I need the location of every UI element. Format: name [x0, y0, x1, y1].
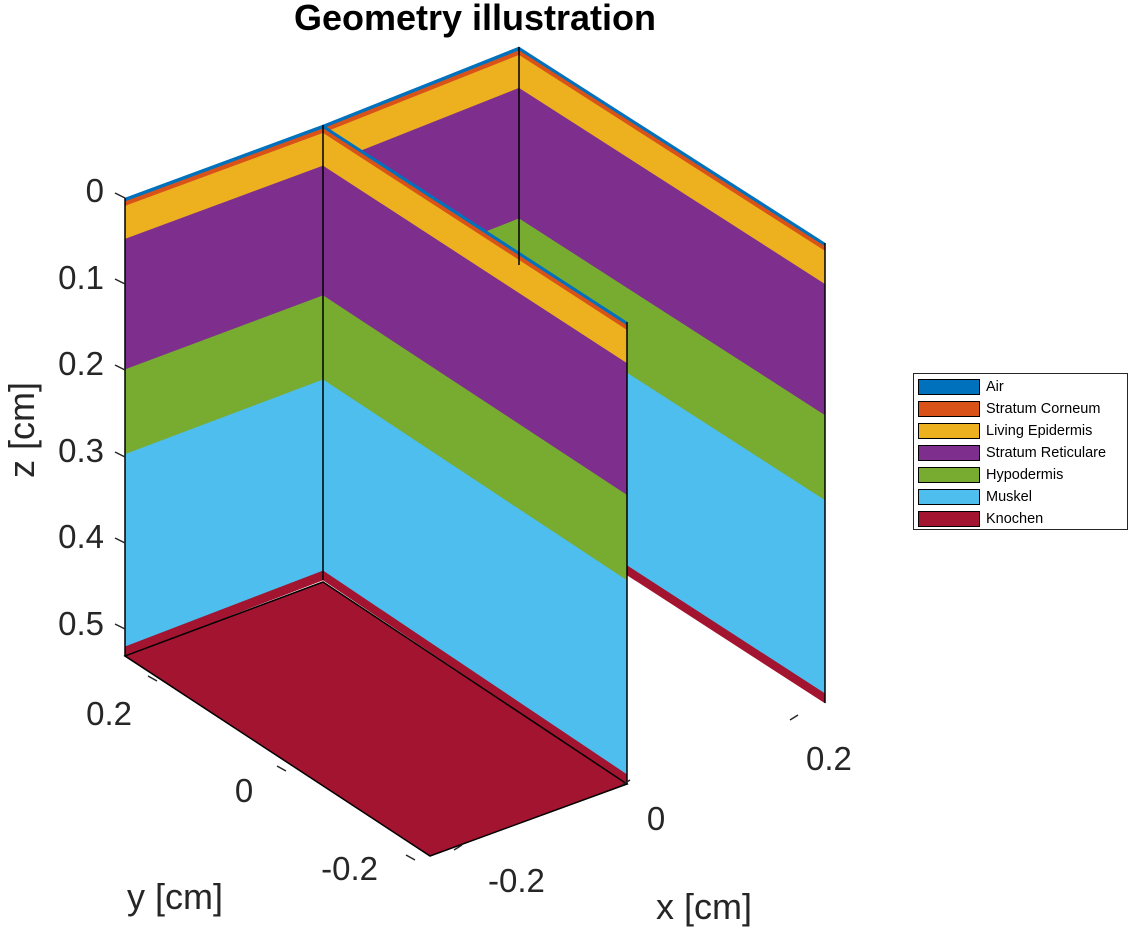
- legend-item-living-epidermis: Living Epidermis: [918, 420, 1127, 442]
- y-tick-label: 0.2: [86, 695, 132, 732]
- box-edges: [124, 47, 826, 784]
- z-tick-label: 0.4: [58, 518, 104, 555]
- z-tick-label: 0.3: [58, 432, 104, 469]
- legend-item-stratum-reticulare: Stratum Reticulare: [918, 442, 1127, 464]
- legend-swatch: [918, 511, 980, 527]
- legend-label: Stratum Reticulare: [986, 445, 1107, 461]
- legend-label: Knochen: [986, 511, 1044, 527]
- figure-title: Geometry illustration: [294, 0, 656, 38]
- legend-item-air: Air: [918, 376, 1127, 398]
- legend-swatch: [918, 423, 980, 439]
- z-axis-label: z [cm]: [1, 382, 42, 478]
- legend-item-hypodermis: Hypodermis: [918, 464, 1127, 486]
- x-axis-label: x [cm]: [656, 886, 752, 927]
- y-tick-label: 0: [235, 772, 253, 809]
- x-tick-label: 0.2: [806, 740, 852, 777]
- legend-swatch: [918, 445, 980, 461]
- layer-faces: [124, 46, 826, 785]
- y-tick-labels: 0.2 0 -0.2: [86, 695, 378, 887]
- legend-swatch: [918, 489, 980, 505]
- legend-swatch: [918, 401, 980, 417]
- legend-item-knochen: Knochen: [918, 508, 1127, 530]
- tick-marks: [114, 192, 799, 861]
- legend-swatch: [918, 467, 980, 483]
- z-tick-label: 0: [86, 172, 104, 209]
- z-tick-label: 0.1: [58, 259, 104, 296]
- front-right-wall: [322, 124, 628, 785]
- legend-item-stratum-corneum: Stratum Corneum: [918, 398, 1127, 420]
- x-tick-label: -0.2: [488, 862, 545, 899]
- legend-label: Hypodermis: [986, 467, 1064, 483]
- y-tick-label: -0.2: [321, 850, 378, 887]
- z-tick-label: 0.2: [58, 345, 104, 382]
- legend-label: Living Epidermis: [986, 423, 1093, 439]
- x-tick-label: 0: [647, 800, 665, 837]
- legend-label: Stratum Corneum: [986, 401, 1101, 417]
- x-tick-labels: 0.2 0 -0.2: [488, 740, 852, 899]
- front-left-wall: [124, 124, 324, 657]
- z-tick-label: 0.5: [58, 605, 104, 642]
- legend-item-muskel: Muskel: [918, 486, 1127, 508]
- legend: Air Stratum Corneum Living Epidermis Str…: [913, 373, 1128, 530]
- legend-swatch: [918, 379, 980, 395]
- z-tick-labels: 0 0.1 0.2 0.3 0.4 0.5: [58, 172, 104, 642]
- legend-label: Muskel: [986, 489, 1032, 505]
- legend-label: Air: [986, 379, 1004, 395]
- y-axis-label: y [cm]: [127, 876, 223, 917]
